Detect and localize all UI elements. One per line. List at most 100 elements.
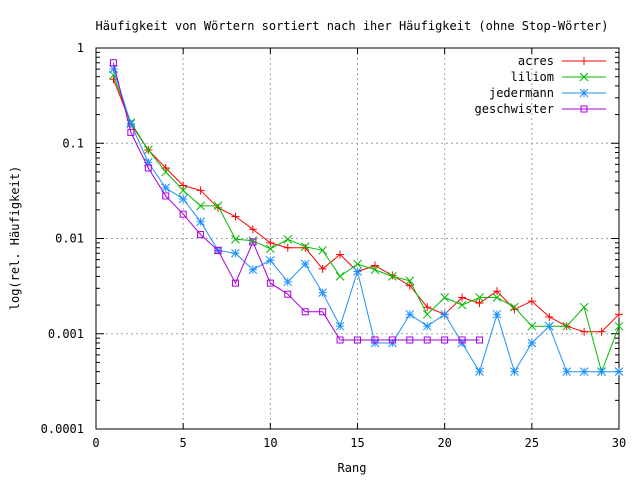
legend-label-liliom: liliom: [511, 70, 554, 84]
data-point-jedermann: [231, 248, 240, 258]
data-point-jedermann: [283, 277, 293, 287]
legend-marker-acres: [580, 57, 588, 65]
data-point-liliom: [579, 302, 589, 312]
legend-marker-geschwister: [580, 105, 588, 113]
data-point-jedermann: [353, 267, 362, 276]
data-point-geschwister: [127, 128, 135, 136]
data-point-liliom: [300, 242, 310, 252]
data-point-liliom: [422, 309, 432, 319]
data-point-geschwister: [458, 336, 466, 344]
data-point-geschwister: [284, 290, 292, 298]
y-tick-label: 0.01: [55, 232, 84, 246]
data-point-geschwister: [319, 308, 327, 316]
data-point-jedermann: [510, 367, 519, 377]
data-point-acres: [336, 250, 345, 259]
data-point-geschwister: [371, 336, 379, 344]
data-point-jedermann: [248, 265, 258, 275]
legend: acres liliom jedermann geschwister: [475, 54, 606, 116]
data-point-jedermann: [614, 367, 624, 377]
data-point-acres: [580, 327, 589, 336]
x-tick-label: 15: [350, 436, 364, 450]
data-point-acres: [597, 327, 606, 336]
data-point-acres: [370, 261, 379, 270]
data-point-jedermann: [335, 321, 345, 331]
data-point-liliom: [457, 300, 467, 310]
data-point-liliom: [440, 293, 450, 302]
data-point-liliom: [196, 201, 205, 211]
data-point-liliom: [318, 246, 327, 255]
data-point-jedermann: [492, 309, 502, 319]
data-point-acres: [231, 212, 240, 221]
data-point-geschwister: [197, 231, 205, 239]
data-point-geschwister: [301, 308, 309, 316]
data-point-geschwister: [266, 279, 274, 287]
series-line-liliom: [112, 74, 620, 374]
data-point-acres: [214, 203, 223, 212]
data-point-liliom: [353, 259, 362, 269]
data-point-liliom: [161, 167, 171, 177]
data-point-acres: [615, 310, 623, 319]
legend-label-acres: acres: [518, 54, 554, 68]
data-point-liliom: [405, 276, 415, 286]
series-line-geschwister: [112, 62, 480, 341]
data-point-liliom: [231, 234, 240, 244]
y-axis-label: log(rel. Häufigkeit): [8, 166, 22, 311]
data-point-acres: [283, 243, 292, 252]
data-point-jedermann: [579, 367, 589, 377]
data-point-jedermann: [178, 194, 188, 204]
series-geschwister: [109, 59, 484, 344]
data-point-geschwister: [354, 336, 361, 344]
y-tick-label: 0.0001: [41, 422, 84, 436]
data-point-jedermann: [109, 64, 118, 74]
data-point-jedermann: [196, 217, 205, 227]
data-point-acres: [423, 303, 432, 312]
x-axis-label: Rang: [338, 461, 367, 475]
data-point-acres: [196, 186, 205, 195]
series-layer: [109, 59, 624, 377]
data-point-liliom: [370, 265, 380, 275]
data-point-liliom: [562, 321, 572, 331]
data-point-acres: [179, 181, 188, 190]
data-point-liliom: [492, 293, 502, 302]
data-point-jedermann: [265, 255, 275, 265]
data-point-jedermann: [422, 321, 432, 331]
data-point-geschwister: [162, 192, 170, 200]
y-tick-label: 1: [77, 41, 84, 55]
x-tick-label: 30: [612, 436, 626, 450]
data-point-liliom: [527, 321, 537, 331]
data-point-acres: [527, 297, 536, 306]
data-point-jedermann: [562, 367, 572, 377]
data-point-liliom: [265, 244, 275, 254]
x-tick-label: 0: [92, 436, 99, 450]
data-point-jedermann: [527, 338, 537, 348]
data-point-liliom: [178, 186, 188, 195]
data-point-acres: [318, 264, 327, 273]
y-tick-label: 0.1: [62, 136, 84, 150]
data-point-geschwister: [179, 210, 187, 218]
data-point-jedermann: [300, 259, 310, 269]
y-tick-label: 0.001: [48, 327, 84, 341]
data-point-liliom: [614, 321, 624, 331]
data-point-geschwister: [406, 336, 414, 344]
data-point-acres: [475, 299, 484, 308]
data-point-geschwister: [214, 246, 222, 254]
series-jedermann: [109, 64, 624, 377]
data-point-acres: [266, 238, 275, 247]
data-point-geschwister: [109, 59, 117, 67]
data-point-geschwister: [423, 336, 431, 344]
grid: [96, 48, 619, 429]
x-tick-label: 25: [525, 436, 539, 450]
data-point-liliom: [335, 272, 345, 281]
data-point-liliom: [283, 234, 293, 244]
data-point-jedermann: [544, 321, 554, 331]
data-point-geschwister: [231, 279, 239, 287]
data-point-liliom: [143, 145, 153, 155]
chart-title: Häufigkeit von Wörtern sortiert nach ihe…: [96, 19, 609, 33]
data-point-geschwister: [441, 336, 449, 344]
data-point-geschwister: [144, 164, 152, 172]
data-point-jedermann: [475, 367, 484, 377]
data-point-jedermann: [318, 288, 327, 298]
data-point-geschwister: [388, 336, 396, 344]
data-point-acres: [458, 293, 467, 302]
